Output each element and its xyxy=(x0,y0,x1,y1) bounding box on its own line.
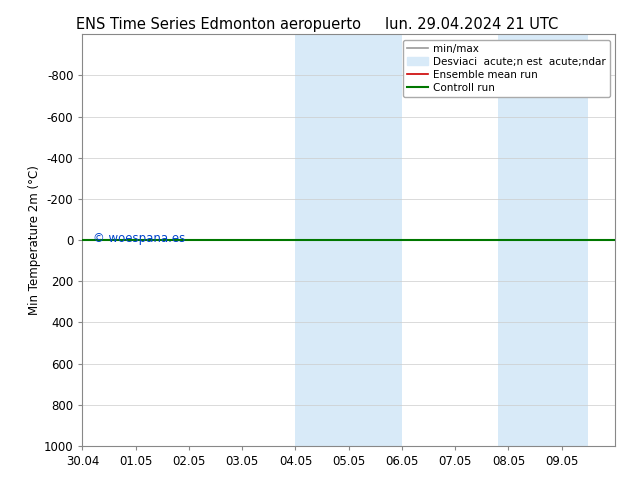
Bar xyxy=(295,34,402,446)
Text: ENS Time Series Edmonton aeropuerto: ENS Time Series Edmonton aeropuerto xyxy=(76,17,361,32)
Text: lun. 29.04.2024 21 UTC: lun. 29.04.2024 21 UTC xyxy=(385,17,558,32)
Bar xyxy=(498,34,588,446)
Text: © woespana.es: © woespana.es xyxy=(93,232,185,245)
Legend: min/max, Desviaci  acute;n est  acute;ndar, Ensemble mean run, Controll run: min/max, Desviaci acute;n est acute;ndar… xyxy=(403,40,610,97)
Y-axis label: Min Temperature 2m (°C): Min Temperature 2m (°C) xyxy=(28,165,41,315)
